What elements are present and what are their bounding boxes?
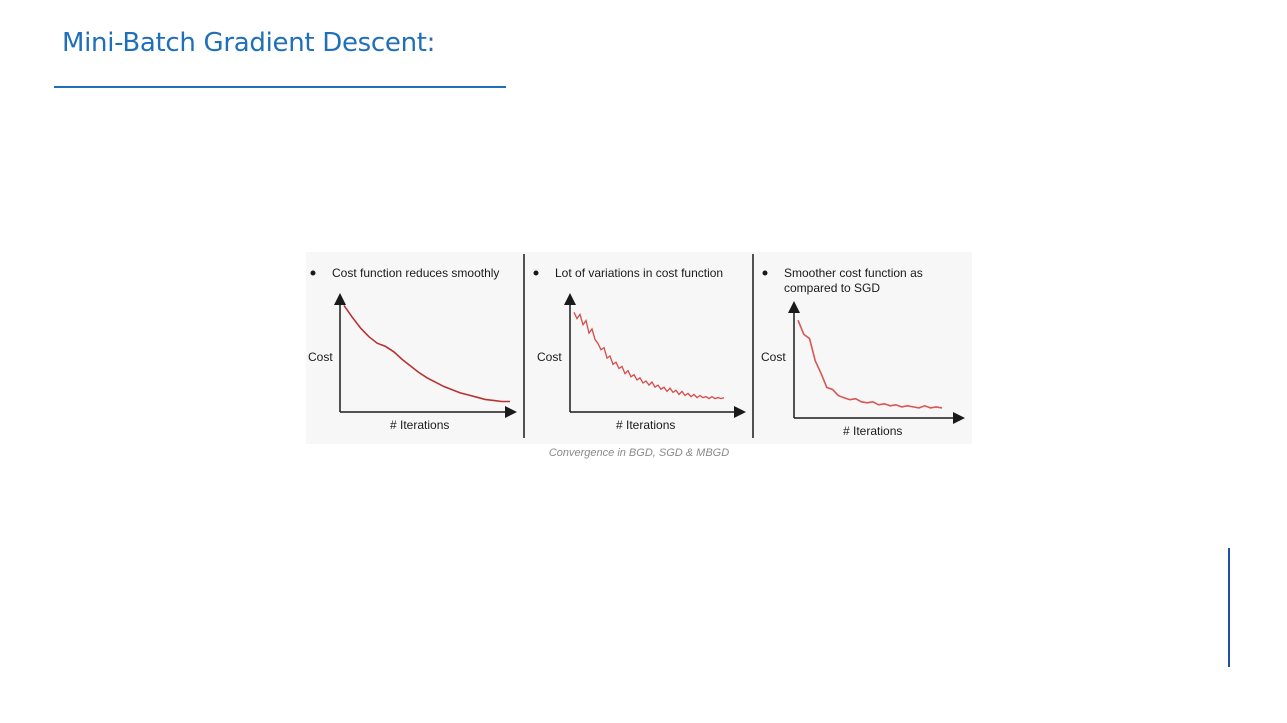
- convergence-charts-svg: Cost function reduces smoothly Cost # It…: [308, 254, 965, 438]
- bullet-dot-bgd: [310, 270, 316, 276]
- ylabel-bgd: Cost: [308, 350, 333, 364]
- convergence-figure: Cost function reduces smoothly Cost # It…: [306, 252, 972, 444]
- bullet-dot-sgd: [533, 270, 539, 276]
- panel-bgd: Cost function reduces smoothly Cost # It…: [308, 266, 517, 432]
- xlabel-mbgd: # Iterations: [843, 424, 902, 438]
- ylabel-sgd: Cost: [537, 350, 562, 364]
- figure-caption: Convergence in BGD, SGD & MBGD: [548, 447, 730, 459]
- title-underline: [54, 86, 506, 88]
- bullet-text-mbgd: Smoother cost function as compared to SG…: [784, 266, 926, 295]
- slide-title: Mini-Batch Gradient Descent:: [62, 28, 436, 58]
- bullet-text-sgd: Lot of variations in cost function: [555, 266, 723, 280]
- bullet-text-mbgd-line-2: compared to SGD: [784, 281, 880, 295]
- xlabel-sgd: # Iterations: [616, 418, 675, 432]
- cost-curve-mbgd: [797, 319, 943, 409]
- xlabel-bgd: # Iterations: [390, 418, 449, 432]
- ylabel-mbgd: Cost: [761, 350, 786, 364]
- panel-sgd: Lot of variations in cost function Cost …: [533, 266, 746, 432]
- cost-curve-sgd: [573, 312, 725, 400]
- panel-mbgd: Smoother cost function as compared to SG…: [761, 266, 965, 438]
- right-accent-line: [1228, 548, 1230, 667]
- bullet-dot-mbgd: [762, 270, 768, 276]
- cost-curve-bgd: [343, 304, 510, 403]
- bullet-text-bgd: Cost function reduces smoothly: [332, 266, 499, 280]
- bullet-text-mbgd-line-1: Smoother cost function as: [784, 266, 923, 280]
